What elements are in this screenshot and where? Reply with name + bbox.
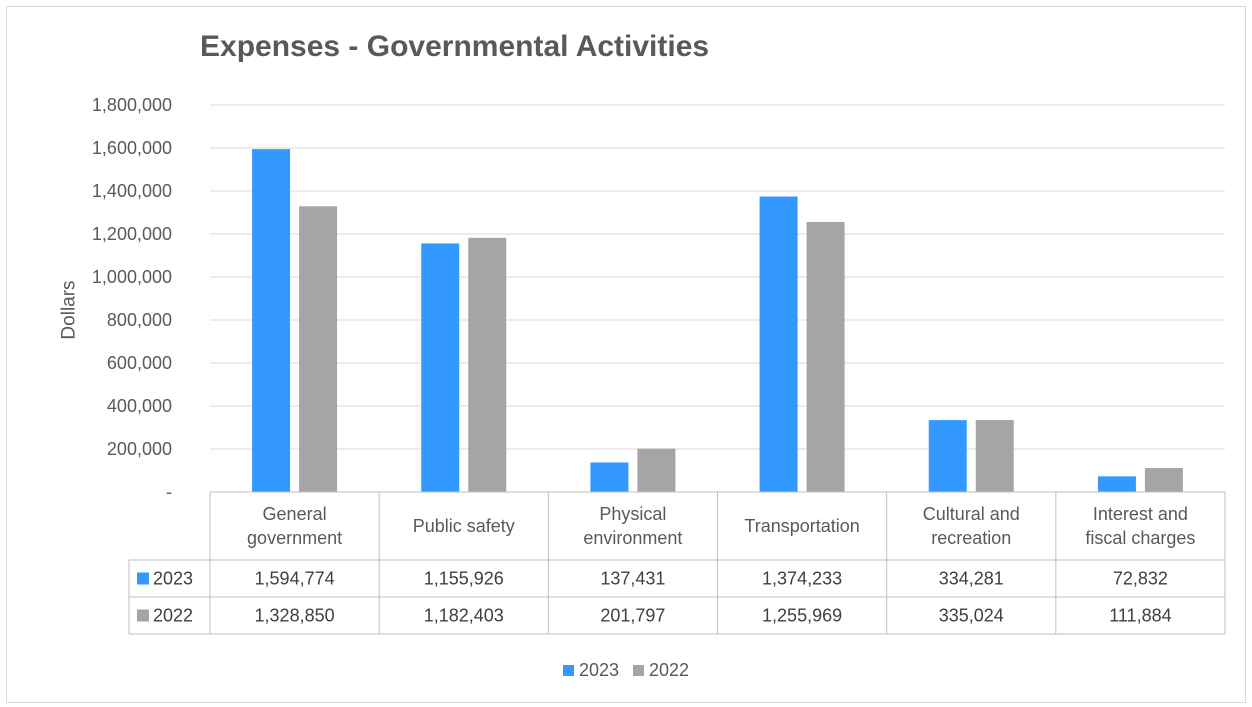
table-cell-value: 334,281: [939, 569, 1004, 589]
table-cell-value: 72,832: [1113, 569, 1168, 589]
bar-2022-4: [975, 419, 1014, 492]
chart-frame: [6, 6, 1246, 703]
table-cell-value: 1,182,403: [424, 606, 504, 626]
table-legend-key: [137, 609, 149, 622]
category-label: Transportation: [744, 516, 859, 536]
y-tick-label: 600,000: [107, 353, 172, 373]
table-series-name: 2022: [153, 606, 193, 626]
y-tick-label: 400,000: [107, 396, 172, 416]
category-label: Cultural and: [923, 504, 1020, 524]
legend: 2023 2022: [0, 660, 1252, 681]
table-cell-value: 335,024: [939, 606, 1004, 626]
table-cell-value: 1,255,969: [762, 606, 842, 626]
bar-2022-3: [806, 221, 845, 492]
table-cell-value: 1,594,774: [255, 569, 335, 589]
table-cell-value: 1,155,926: [424, 569, 504, 589]
table-cell-value: 1,328,850: [255, 606, 335, 626]
category-label: environment: [583, 528, 682, 548]
table-cell-value: 111,884: [1109, 606, 1171, 626]
bar-2023-1: [421, 243, 460, 492]
bar-2022-1: [468, 237, 507, 492]
y-tick-label: 200,000: [107, 439, 172, 459]
table-cell-value: 201,797: [600, 606, 665, 626]
category-label: Physical: [599, 504, 666, 524]
table-legend-key: [137, 572, 149, 585]
bar-2023-4: [928, 420, 967, 492]
y-tick-label: -: [166, 482, 172, 502]
y-tick-label: 1,800,000: [92, 95, 172, 115]
category-label: government: [247, 528, 342, 548]
table-series-name: 2023: [153, 569, 193, 589]
bar-2022-2: [637, 448, 676, 492]
legend-swatch: [562, 665, 574, 676]
bar-2022-5: [1144, 467, 1183, 492]
y-tick-label: 1,200,000: [92, 224, 172, 244]
bar-2023-5: [1097, 476, 1136, 492]
bar-2022-0: [299, 206, 338, 493]
legend-item-2023: 2023: [562, 660, 619, 681]
y-axis-ticks: - 200,000 400,000 600,000 800,000 1,000,000 1,…: [92, 95, 172, 502]
bar-2023-2: [590, 462, 629, 492]
category-label: Interest and: [1093, 504, 1188, 524]
category-label: recreation: [931, 528, 1011, 548]
category-label: General: [263, 504, 327, 524]
category-label: Public safety: [413, 516, 515, 536]
y-tick-label: 800,000: [107, 310, 172, 330]
legend-swatch: [633, 665, 644, 676]
chart-title: Expenses - Governmental Activities: [200, 30, 710, 63]
legend-label: 2023: [578, 660, 619, 680]
data-table: General government Public safety Physical en…: [128, 491, 1226, 635]
table-cell-value: 137,431: [600, 569, 665, 589]
y-tick-label: 1,000,000: [92, 267, 172, 287]
legend-item-2022: 2022: [633, 660, 689, 681]
legend-label: 2022: [649, 660, 690, 680]
bar-2023-0: [252, 149, 291, 492]
bars: [252, 149, 1183, 493]
gridlines: [210, 104, 1225, 450]
category-label: fiscal charges: [1085, 528, 1195, 548]
y-tick-label: 1,400,000: [92, 181, 172, 201]
y-tick-label: 1,600,000: [92, 138, 172, 158]
bar-2023-3: [759, 196, 798, 492]
table-cell-value: 1,374,233: [762, 569, 842, 589]
